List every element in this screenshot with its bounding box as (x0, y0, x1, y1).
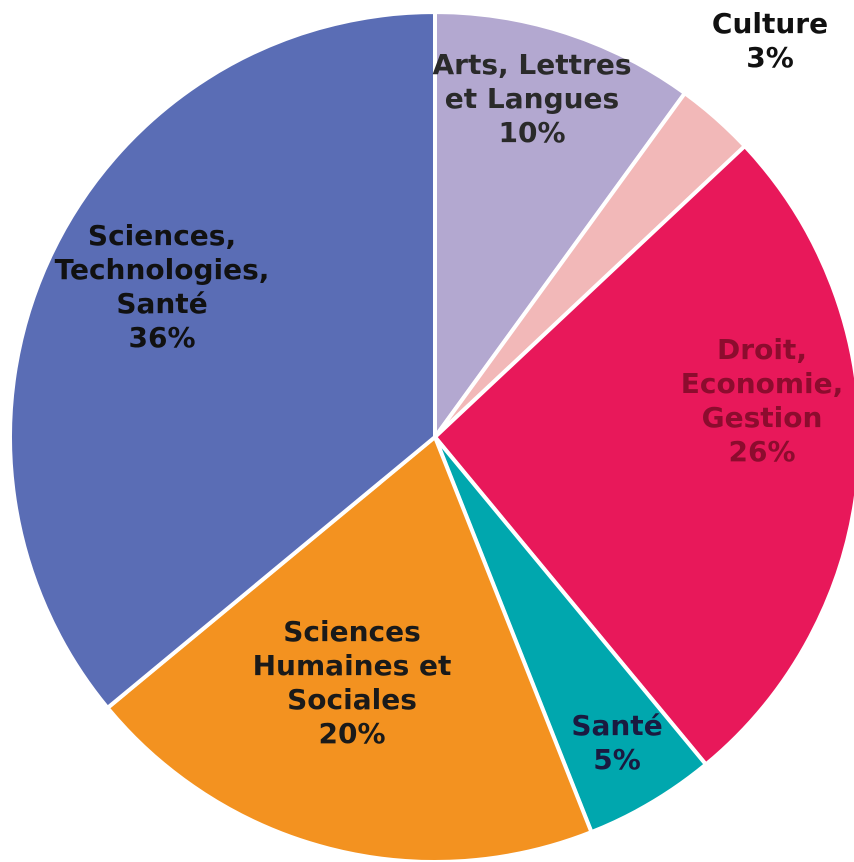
pie-slice (8, 10, 437, 710)
slice-label: Arts, Lettres et Langues 10% (433, 48, 632, 149)
slice-value-label: 20% (318, 717, 385, 750)
slice-label: Sciences Humaines et Sociales 20% (253, 615, 452, 750)
pie-slices (8, 10, 854, 862)
slice-name-label: Sciences (283, 615, 421, 648)
slice-label: Sciences, Technologies, Santé 36% (55, 219, 270, 354)
slice-name-label: Humaines et (253, 649, 452, 682)
pie-labels: Arts, Lettres et Langues 10% Culture 3% Droit… (55, 7, 844, 776)
slice-name-label: et Langues (445, 82, 619, 115)
slice-name-label: Technologies, (55, 253, 270, 286)
slice-value-label: 36% (128, 321, 195, 354)
slice-name-label: Santé (571, 709, 662, 742)
slice-name-label: Sociales (287, 683, 417, 716)
slice-name-label: Economie, (681, 367, 844, 400)
slice-name-label: Culture (712, 7, 828, 40)
slice-name-label: Santé (116, 287, 207, 320)
slice-name-label: Droit, (717, 333, 807, 366)
slice-label: Droit, Economie, Gestion 26% (681, 333, 844, 468)
pie-slice (433, 144, 854, 767)
slice-name-label: Arts, Lettres (433, 48, 632, 81)
slice-value-label: 5% (593, 743, 641, 776)
slice-label: Culture 3% (712, 7, 828, 74)
slice-value-label: 10% (498, 116, 565, 149)
slice-label: Santé 5% (571, 709, 662, 776)
slice-name-label: Gestion (702, 401, 823, 434)
slice-value-label: 26% (728, 435, 795, 468)
slice-value-label: 3% (746, 41, 794, 74)
slice-name-label: Sciences, (88, 219, 236, 252)
pie-slice (433, 10, 687, 439)
pie-slice (105, 435, 594, 862)
